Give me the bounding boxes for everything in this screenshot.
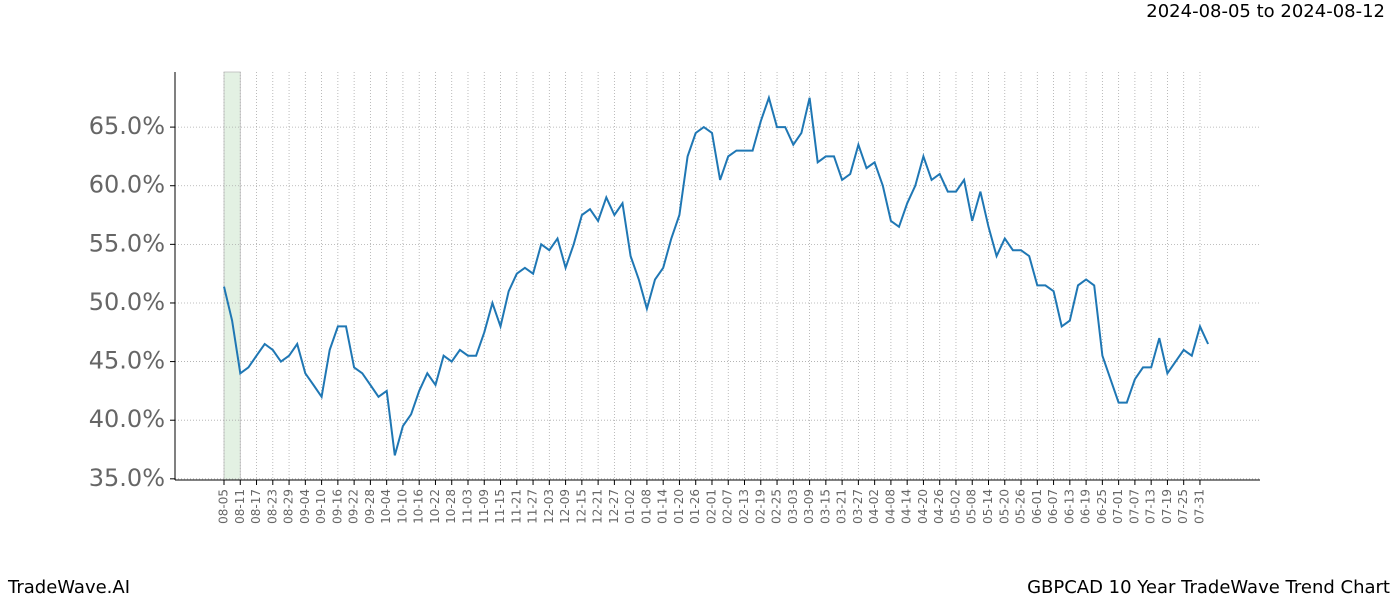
x-tick-label: 09-04 xyxy=(298,489,312,524)
date-range: 2024-08-05 to 2024-08-12 xyxy=(1146,1,1385,22)
x-tick-label: 06-01 xyxy=(1030,489,1044,524)
x-tick-label: 05-02 xyxy=(948,489,962,524)
y-tick-label: 65.0% xyxy=(89,112,165,140)
x-tick-label: 02-25 xyxy=(770,489,784,524)
x-tick-label: 05-26 xyxy=(1014,489,1028,524)
x-tick-label: 07-13 xyxy=(1144,489,1158,524)
caption: GBPCAD 10 Year TradeWave Trend Chart xyxy=(1027,577,1390,598)
x-tick-label: 10-10 xyxy=(395,489,409,524)
y-tick-label: 60.0% xyxy=(89,171,165,199)
x-tick-label: 07-31 xyxy=(1192,489,1206,524)
x-tick-label: 11-09 xyxy=(477,489,491,524)
x-tick-label: 08-23 xyxy=(265,489,279,524)
x-tick-label: 09-22 xyxy=(347,489,361,524)
x-tick-label: 04-08 xyxy=(883,489,897,524)
x-tick-label: 05-20 xyxy=(997,489,1011,524)
x-tick-label: 10-16 xyxy=(412,489,426,524)
series-line xyxy=(223,94,1210,456)
x-tick-label: 10-28 xyxy=(444,489,458,524)
x-tick-label: 06-13 xyxy=(1062,489,1076,524)
x-tick-label: 06-25 xyxy=(1095,489,1109,524)
x-tick-label: 01-02 xyxy=(623,489,637,524)
x-tick-label: 04-20 xyxy=(916,489,930,524)
x-tick-label: 01-26 xyxy=(688,489,702,524)
brand: TradeWave.AI xyxy=(7,577,130,598)
x-tick-label: 02-07 xyxy=(721,489,735,524)
x-tick-label: 08-05 xyxy=(217,489,231,524)
x-tick-label: 12-21 xyxy=(591,489,605,524)
x-tick-label: 12-09 xyxy=(558,489,572,524)
x-tick-label: 06-07 xyxy=(1046,489,1060,524)
x-tick-label: 01-20 xyxy=(672,489,686,524)
x-tick-label: 12-15 xyxy=(574,489,588,524)
x-tick-label: 03-21 xyxy=(835,489,849,524)
y-tick-label: 35.0% xyxy=(89,464,165,492)
x-tick-label: 08-29 xyxy=(282,489,296,524)
x-tick-label: 01-14 xyxy=(656,489,670,524)
x-tick-label: 09-10 xyxy=(314,489,328,524)
x-tick-label: 08-17 xyxy=(249,489,263,524)
y-tick-label: 55.0% xyxy=(89,229,165,257)
x-tick-label: 07-19 xyxy=(1160,489,1174,524)
x-tick-label: 05-08 xyxy=(965,489,979,524)
x-tick-label: 02-19 xyxy=(753,489,767,524)
x-tick-label: 06-19 xyxy=(1079,489,1093,524)
x-tick-label: 08-11 xyxy=(233,489,247,524)
x-tick-label: 04-26 xyxy=(932,489,946,524)
x-tick-label: 10-22 xyxy=(428,489,442,524)
x-tick-label: 04-14 xyxy=(900,489,914,524)
highlight-band xyxy=(223,71,241,481)
x-tick-label: 03-09 xyxy=(802,489,816,524)
x-tick-label: 04-02 xyxy=(867,489,881,524)
y-tick-label: 40.0% xyxy=(89,405,165,433)
x-tick-label: 11-27 xyxy=(526,489,540,524)
x-tick-label: 12-27 xyxy=(607,489,621,524)
x-tick-label: 07-25 xyxy=(1176,489,1190,524)
x-tick-label: 07-07 xyxy=(1127,489,1141,524)
x-tick-label: 09-28 xyxy=(363,489,377,524)
x-tick-label: 10-04 xyxy=(379,489,393,524)
x-tick-label: 11-03 xyxy=(460,489,474,524)
x-tick-label: 11-21 xyxy=(509,489,523,524)
x-tick-label: 03-27 xyxy=(851,489,865,524)
y-tick-label: 45.0% xyxy=(89,347,165,375)
x-tick-label: 11-15 xyxy=(493,489,507,524)
y-tick-label: 50.0% xyxy=(89,288,165,316)
x-tick-label: 12-03 xyxy=(542,489,556,524)
x-tick-label: 03-15 xyxy=(818,489,832,524)
x-tick-label: 03-03 xyxy=(786,489,800,524)
x-tick-label: 09-16 xyxy=(330,489,344,524)
x-tick-label: 05-14 xyxy=(981,489,995,524)
x-tick-label: 02-13 xyxy=(737,489,751,524)
x-tick-label: 07-01 xyxy=(1111,489,1125,524)
x-tick-label: 02-01 xyxy=(704,489,718,524)
x-tick-label: 01-08 xyxy=(639,489,653,524)
